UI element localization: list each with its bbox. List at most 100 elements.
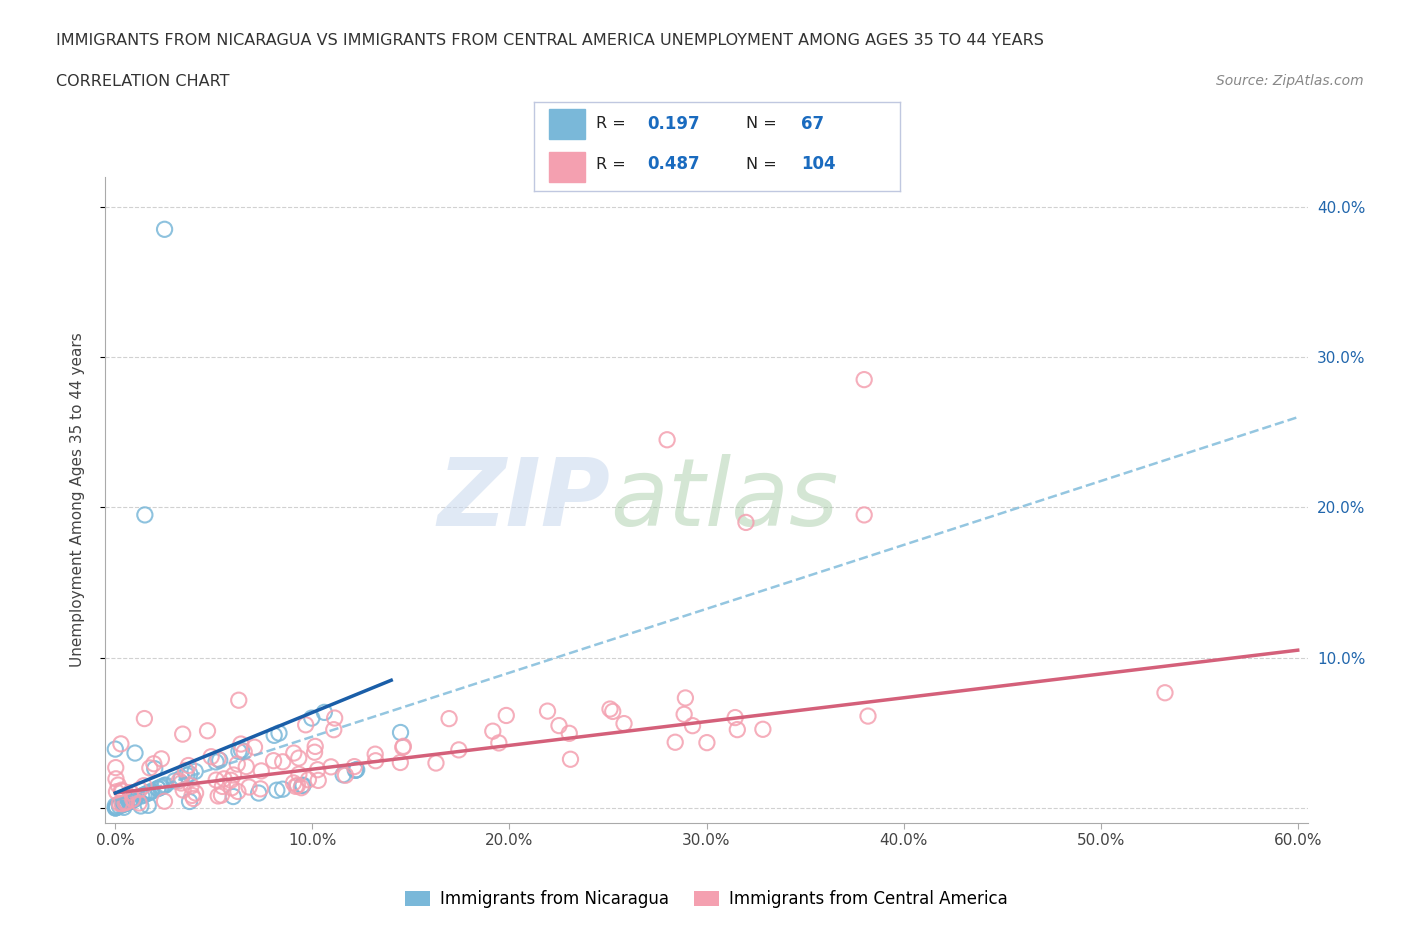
Point: [364, 753, 387, 768]
Text: N =: N =: [747, 116, 782, 131]
Point: [283, 746, 305, 761]
Point: [205, 773, 228, 788]
Point: [132, 788, 155, 803]
Point: [179, 766, 201, 781]
Point: [104, 760, 127, 775]
Point: [104, 801, 127, 816]
Point: [291, 778, 314, 793]
Point: [134, 711, 156, 726]
Point: [425, 755, 447, 770]
Point: [266, 783, 288, 798]
Point: [207, 751, 229, 766]
Point: [150, 779, 173, 794]
Point: [221, 780, 243, 795]
Point: [124, 746, 146, 761]
Point: [247, 786, 270, 801]
Point: [271, 782, 294, 797]
Point: [290, 780, 312, 795]
Point: [139, 784, 162, 799]
Point: [222, 789, 245, 804]
Point: [146, 781, 169, 796]
Point: [243, 739, 266, 754]
Point: [235, 759, 257, 774]
Point: [146, 781, 169, 796]
Point: [104, 741, 127, 756]
Point: [107, 777, 129, 792]
Point: [673, 707, 696, 722]
Text: CORRELATION CHART: CORRELATION CHART: [56, 74, 229, 89]
Point: [323, 711, 346, 725]
Point: [226, 757, 249, 772]
Point: [134, 508, 156, 523]
Point: [664, 735, 686, 750]
Point: [682, 718, 704, 733]
Point: [174, 763, 197, 777]
Point: [238, 779, 260, 794]
Point: [114, 796, 136, 811]
Point: [108, 799, 131, 814]
Point: [111, 796, 134, 811]
Point: [153, 778, 176, 793]
Point: [112, 800, 135, 815]
Point: [114, 795, 136, 810]
Point: [121, 791, 143, 806]
Point: [142, 756, 165, 771]
Point: [304, 745, 326, 760]
Point: [267, 725, 290, 740]
Point: [332, 767, 354, 782]
Point: [249, 781, 271, 796]
Text: ZIP: ZIP: [437, 454, 610, 546]
Point: [853, 508, 876, 523]
Point: [297, 772, 319, 787]
Point: [200, 750, 222, 764]
Point: [141, 784, 163, 799]
Text: atlas: atlas: [610, 455, 838, 545]
Point: [207, 789, 229, 804]
Point: [181, 788, 204, 803]
Point: [179, 794, 201, 809]
Point: [121, 793, 143, 808]
Point: [120, 785, 142, 800]
Point: [391, 740, 413, 755]
Point: [120, 793, 142, 808]
Point: [344, 763, 367, 777]
Point: [288, 766, 311, 781]
Bar: [548, 110, 585, 140]
Point: [307, 763, 329, 777]
Point: [346, 763, 368, 777]
Point: [155, 777, 177, 792]
Point: [560, 751, 582, 766]
Point: [118, 794, 141, 809]
Point: [752, 722, 775, 737]
Y-axis label: Unemployment Among Ages 35 to 44 years: Unemployment Among Ages 35 to 44 years: [70, 333, 84, 667]
Point: [172, 726, 194, 741]
Point: [170, 776, 193, 790]
Point: [211, 779, 233, 794]
Point: [599, 701, 621, 716]
Point: [263, 728, 285, 743]
Point: [735, 515, 758, 530]
Point: [389, 755, 412, 770]
Point: [696, 736, 718, 751]
Point: [139, 761, 162, 776]
Point: [136, 798, 159, 813]
Text: 104: 104: [801, 155, 835, 173]
Point: [389, 725, 412, 740]
Point: [304, 739, 326, 754]
Point: [226, 784, 249, 799]
Point: [271, 754, 294, 769]
Point: [314, 705, 336, 720]
Point: [853, 372, 876, 387]
Point: [344, 763, 367, 777]
Point: [263, 753, 285, 768]
Point: [121, 792, 143, 807]
Point: [250, 764, 273, 778]
Point: [111, 797, 134, 812]
Point: [112, 796, 135, 811]
Point: [1154, 685, 1177, 700]
Point: [121, 792, 143, 807]
Point: [536, 704, 558, 719]
Point: [212, 771, 235, 786]
Text: IMMIGRANTS FROM NICARAGUA VS IMMIGRANTS FROM CENTRAL AMERICA UNEMPLOYMENT AMONG : IMMIGRANTS FROM NICARAGUA VS IMMIGRANTS …: [56, 33, 1045, 47]
Point: [229, 737, 252, 751]
